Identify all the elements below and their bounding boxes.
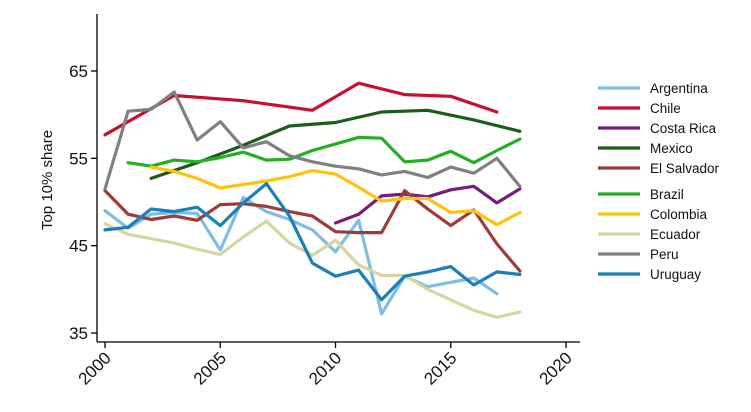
series-line-el-salvador (103, 189, 522, 273)
x-tick-label: 2010 (305, 348, 345, 388)
legend-label-uruguay: Uruguay (650, 267, 701, 282)
legend-label-chile: Chile (650, 101, 681, 116)
y-tick-label: 55 (69, 149, 88, 168)
legend-label-colombia: Colombia (650, 207, 708, 222)
legend-label-ecuador: Ecuador (650, 227, 701, 242)
legend-label-mexico: Mexico (650, 141, 693, 156)
y-tick-label: 65 (69, 62, 88, 81)
series-line-chile (103, 81, 499, 137)
axes: 35 45 55 65 2000 2005 2010 2015 2020 (69, 14, 580, 389)
series-line-mexico (149, 108, 522, 180)
legend-label-el-salvador: El Salvador (650, 161, 720, 176)
legend-label-brazil: Brazil (650, 187, 684, 202)
x-tick-label: 2000 (75, 348, 115, 388)
series-line-colombia (149, 165, 522, 227)
y-axis-label: Top 10% share (39, 130, 56, 230)
legend-label-argentina: Argentina (650, 81, 708, 96)
y-tick-label: 35 (69, 324, 88, 343)
legend-label-costa-rica: Costa Rica (650, 121, 717, 136)
x-tick-label: 2005 (190, 348, 230, 388)
legend: Argentina Chile Costa Rica Mexico El Salvado… (598, 81, 720, 282)
series-line-uruguay (103, 182, 522, 302)
series-line-brazil (126, 135, 522, 168)
series-line-costa-rica (333, 184, 522, 225)
legend-label-peru: Peru (650, 247, 679, 262)
series-lines (103, 81, 522, 319)
y-tick-label: 45 (69, 237, 88, 256)
x-tick-label: 2020 (536, 348, 576, 388)
series-line-ecuador (103, 219, 522, 319)
x-tick-label: 2015 (420, 348, 460, 388)
series-line-peru (103, 90, 522, 191)
